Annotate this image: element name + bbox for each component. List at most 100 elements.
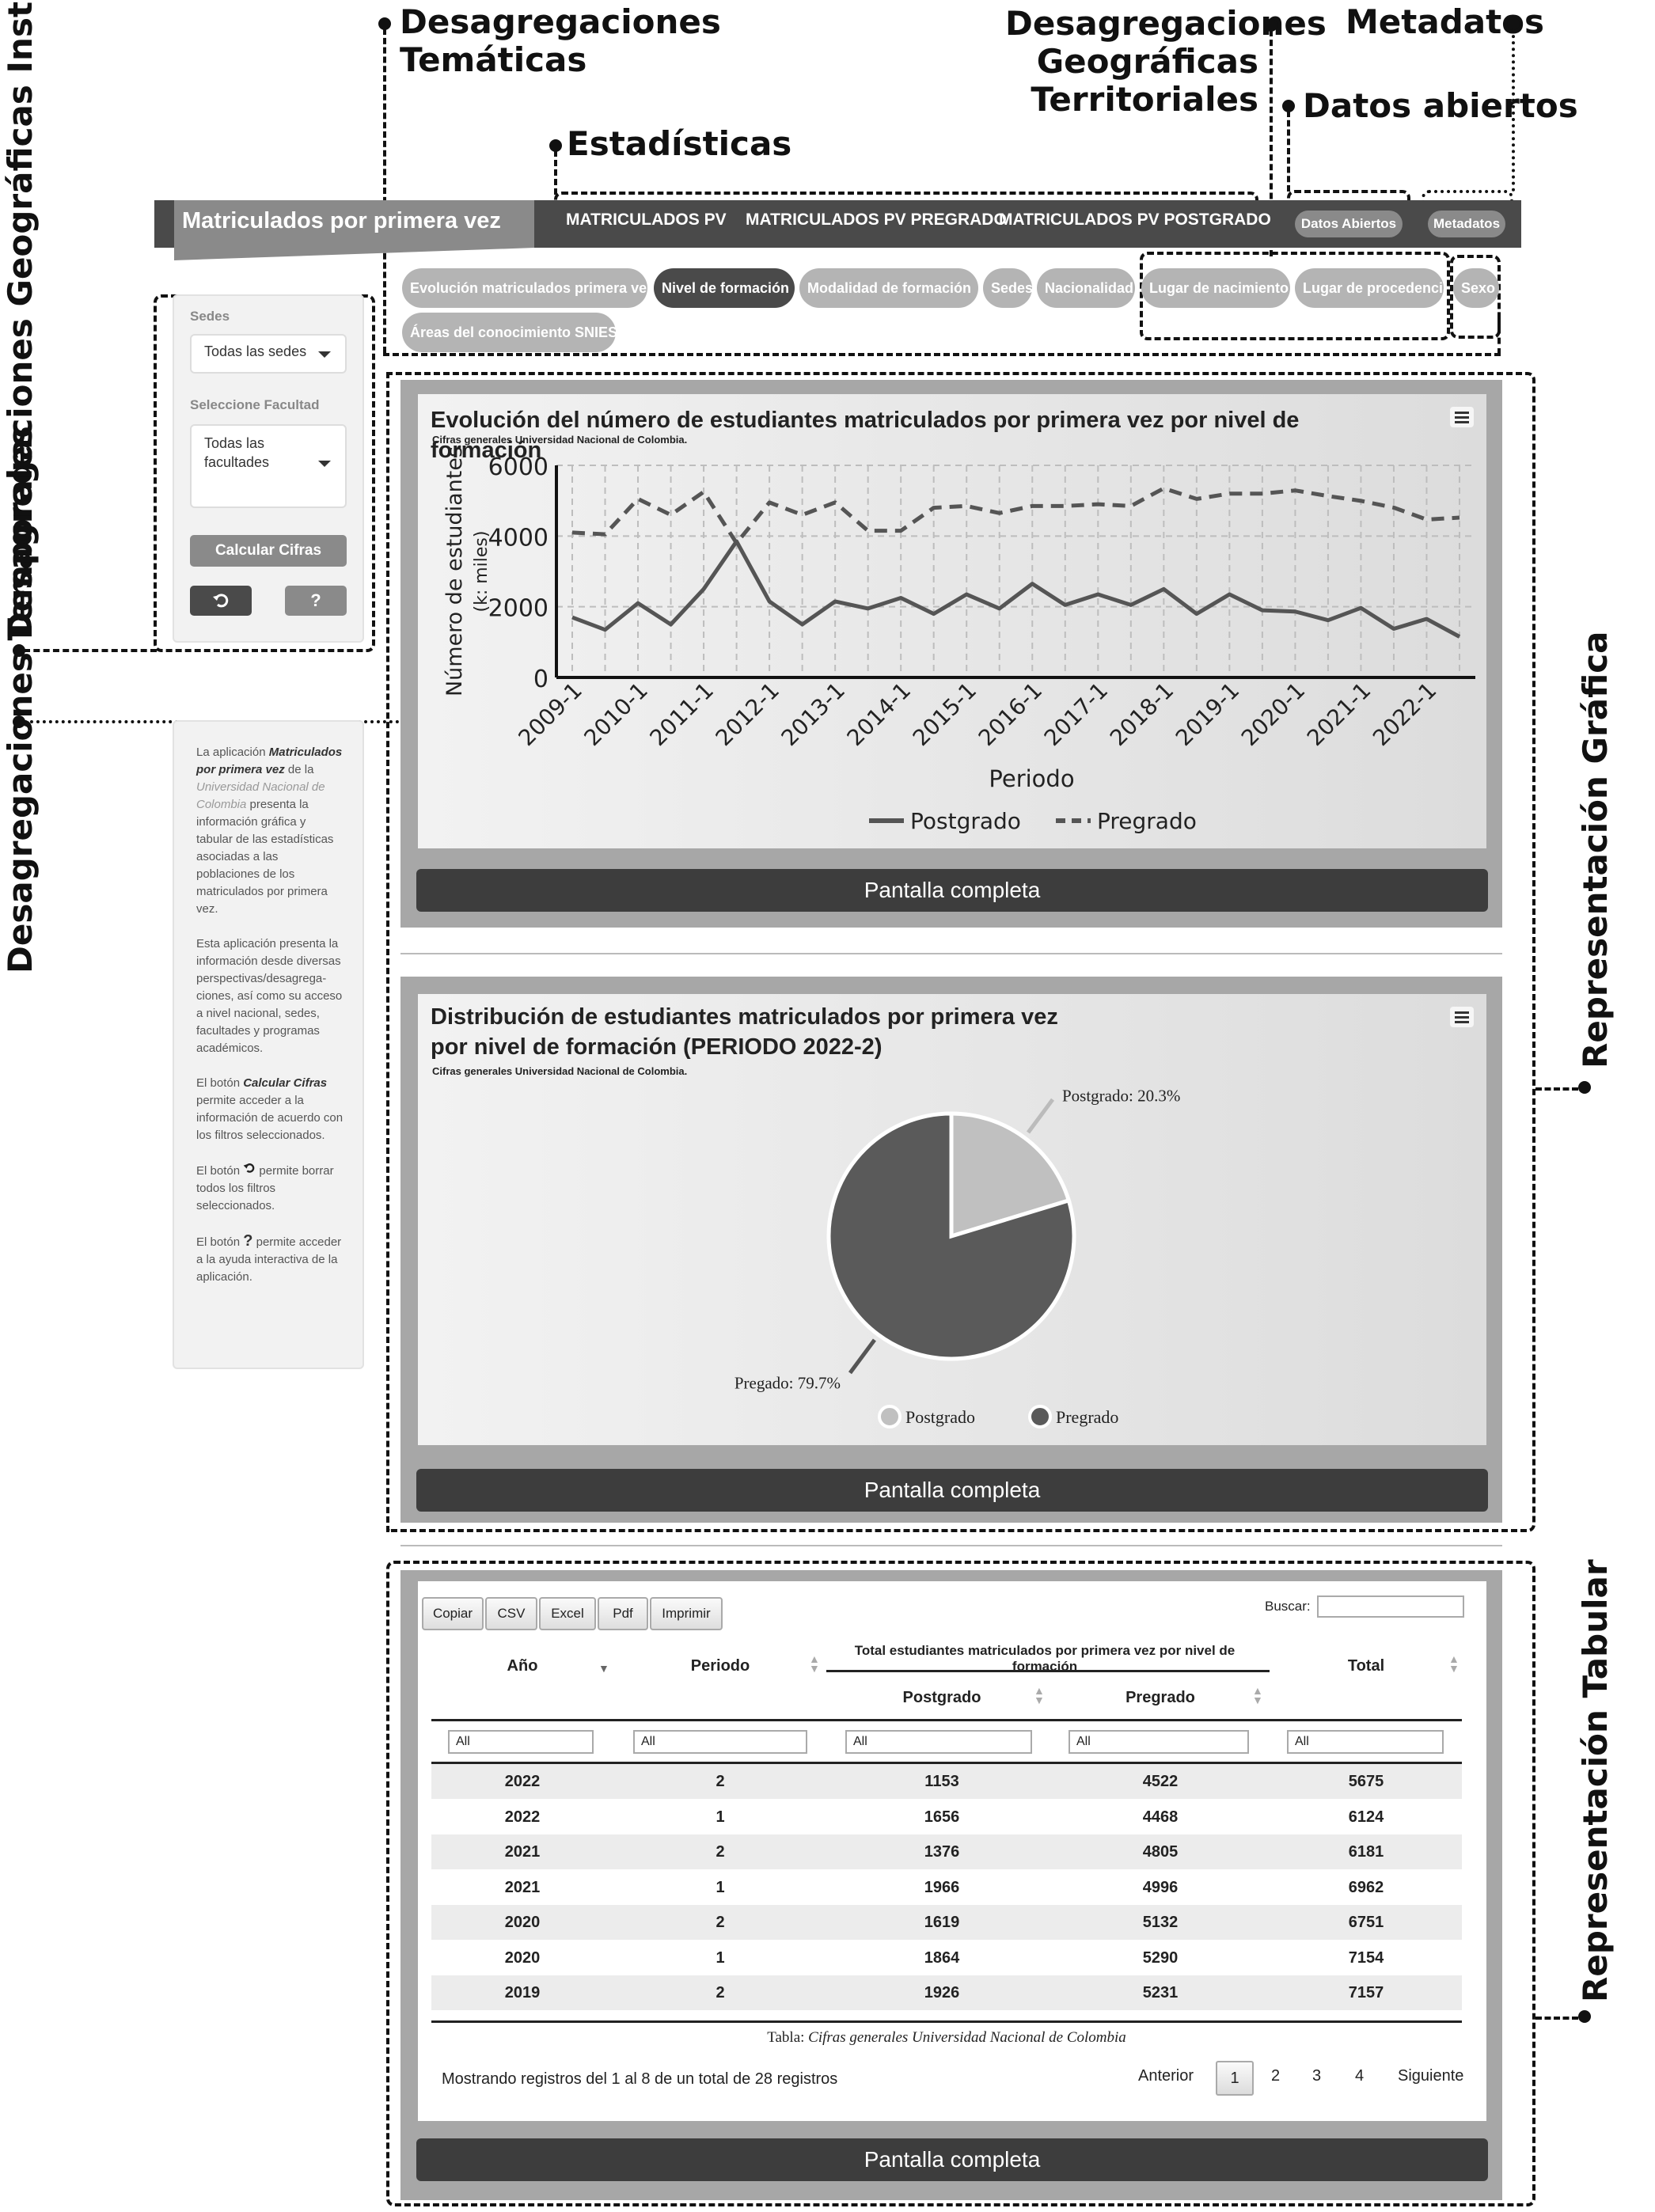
calcular-cifras-button[interactable]: Calcular Cifras [190,535,347,567]
header-anio[interactable]: Año [507,1657,538,1675]
legend-label: Postgrado [905,1407,975,1427]
pager-previous[interactable]: Anterior [1138,2067,1194,2085]
filter-anio[interactable] [448,1730,594,1754]
divider [400,1545,1502,1546]
help-text-segment: presenta la información gráfica y tabula… [196,798,334,916]
help-panel [173,720,364,1369]
tab-lugar-nacimiento[interactable]: Lugar de nacimiento [1141,268,1290,308]
pager-page-2[interactable]: 2 [1271,2067,1281,2085]
tab-lugar-procedencia[interactable]: Lugar de procedencia [1295,268,1444,308]
undo-icon [213,594,229,608]
help-text-segment: El botón [196,1076,241,1090]
chart-menu-icon[interactable] [1450,407,1474,427]
pager-page-1[interactable]: 1 [1216,2061,1254,2096]
table-cell: 2019 [504,1984,541,2001]
header-postgrado[interactable]: Postgrado [902,1689,981,1706]
table-cell: 6124 [1348,1808,1384,1826]
pager-next[interactable]: Siguiente [1398,2067,1464,2085]
help-paragraph: El botón permite borrar todos los filtro… [196,1162,344,1215]
table-cell: 1864 [924,1948,960,1967]
pie-connector [848,1338,876,1375]
x-tick-label: 2017-1 [1039,677,1113,751]
datos-abiertos-button[interactable]: Datos Abiertos [1295,211,1403,237]
filter-total[interactable] [1287,1730,1444,1754]
facultad-select-value: Todas las facultades [204,435,270,470]
table-cell: 7157 [1348,1984,1384,2001]
fullscreen-button[interactable]: Pantalla completa [416,869,1488,912]
filter-pregrado[interactable] [1069,1730,1249,1754]
tab-modalidad[interactable]: Modalidad de formación [799,268,978,308]
tab-nacionalidad[interactable]: Nacionalidad [1037,268,1135,308]
table-cell: 2020 [504,1914,541,1931]
print-button[interactable]: Imprimir [650,1597,723,1630]
table-cell: 4996 [1142,1878,1179,1896]
table-cell: 1619 [924,1914,960,1931]
tab-evolucion[interactable]: Evolución matriculados primera vez [402,268,654,308]
help-text-segment: permite borrar todos los filtros selecci… [196,1164,334,1212]
table-cell: 2 [716,1773,725,1790]
table-cell: 4805 [1142,1843,1179,1861]
excel-button[interactable]: Excel [539,1597,596,1630]
table-cell: 5675 [1348,1773,1384,1790]
table-row: 2022 1 1656 4468 6124 [431,1800,1462,1834]
nav-matriculados-pv-postgrado[interactable]: MATRICULADOS PV POSTGRADO [999,211,1271,229]
pie-data-label: Postgrado: 20.3% [1062,1086,1180,1105]
chart-menu-icon[interactable] [1450,1007,1474,1027]
table-cell: 2 [716,1914,725,1931]
x-axis-label: Periodo [989,765,1074,792]
pdf-button[interactable]: Pdf [598,1597,648,1630]
filter-rule [431,1762,1462,1764]
fullscreen-button[interactable]: Pantalla completa [416,1469,1488,1512]
y-tick-label: 0 [533,666,549,693]
nav-matriculados-pv-pregrado[interactable]: MATRICULADOS PV PREGRADO [746,211,1007,229]
y-tick-label: 6000 [488,453,549,481]
sedes-select[interactable]: Todas las sedes [190,334,347,374]
y-axis-label-line: Número de estudiantes [442,446,467,696]
x-tick-label: 2011-1 [645,677,719,751]
facultad-select[interactable]: Todas las facultades [190,424,347,508]
header-total[interactable]: Total [1347,1657,1385,1675]
table-caption: Tabla: Cifras generales Universidad Naci… [431,2029,1462,2047]
x-tick-label: 2021-1 [1302,677,1376,751]
table-cell: 7154 [1348,1948,1384,1967]
annotation-box-geograficas-territoriales [1140,252,1450,340]
legend-symbol [878,1405,902,1429]
line-chart: 02000400060002009-12010-12011-12012-1201… [442,446,1475,834]
tab-areas-conocimiento[interactable]: Áreas del conocimiento SNIES [402,313,617,352]
pager-page-3[interactable]: 3 [1312,2067,1322,2085]
undo-icon [243,1163,255,1173]
table-caption-source: Cifras generales Universidad Nacional de… [808,2029,1126,2046]
chevron-down-icon [318,351,331,358]
tab-sedes[interactable]: Sedes [983,268,1033,308]
copy-button[interactable]: Copiar [422,1597,484,1630]
y-axis-label: Número de estudiantes (k: miles) [442,446,492,696]
sort-desc-icon: ▼ [598,1662,609,1675]
fullscreen-button[interactable]: Pantalla completa [416,2138,1488,2181]
x-tick-label: 2015-1 [908,677,981,751]
annotation-dot [13,644,25,657]
header-pregrado[interactable]: Pregrado [1125,1689,1195,1706]
table-row: 2021 2 1376 4805 6181 [431,1834,1462,1869]
help-button[interactable]: ? [285,586,347,616]
pie-slice-postgrado [949,1111,1072,1239]
table-cell: 6751 [1348,1914,1384,1931]
sort-icon: ▲ ▼ [1034,1684,1045,1706]
nav-matriculados-pv[interactable]: MATRICULADOS PV [566,211,727,229]
filter-periodo[interactable] [633,1730,807,1754]
reset-button[interactable] [190,586,252,616]
annotation-line [386,372,389,1532]
header-periodo[interactable]: Periodo [690,1657,750,1675]
csv-button[interactable]: CSV [485,1597,537,1630]
x-tick-label: 2009-1 [513,677,586,751]
pager-page-4[interactable]: 4 [1355,2067,1365,2085]
pie-chart-subtitle: Cifras generales Universidad Nacional de… [432,1065,688,1077]
metadatos-button[interactable]: Metadatos [1428,211,1505,237]
x-tick-label: 2022-1 [1368,677,1441,751]
table-info: Mostrando registros del 1 al 8 de un tot… [442,2070,838,2088]
tab-nivel-formacion[interactable]: Nivel de formación [654,268,795,308]
filter-postgrado[interactable] [845,1730,1032,1754]
search-input[interactable] [1317,1595,1464,1618]
help-text-segment: Universidad Nacional de Colombia [196,780,325,811]
table-cell: 5290 [1142,1948,1179,1967]
tab-sexo[interactable]: Sexo [1453,268,1499,308]
